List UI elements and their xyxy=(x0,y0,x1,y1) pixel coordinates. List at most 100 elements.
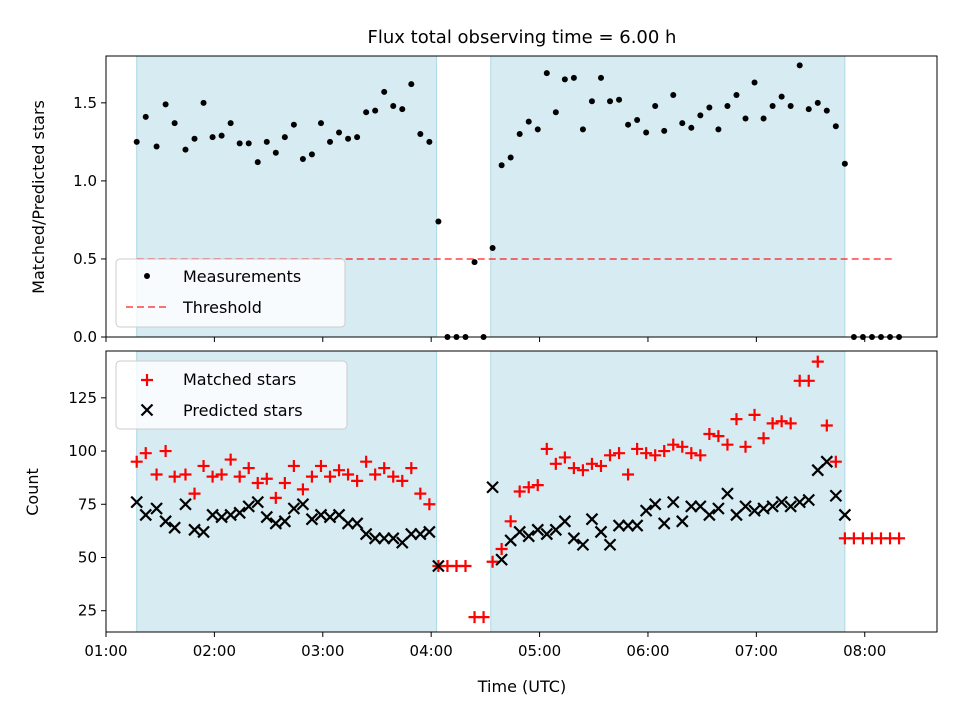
data-point xyxy=(209,134,216,141)
data-point xyxy=(631,442,644,455)
data-point xyxy=(531,479,544,492)
data-point xyxy=(495,553,508,566)
data-point xyxy=(405,462,418,475)
data-point xyxy=(324,470,337,483)
data-point xyxy=(838,508,852,522)
data-point xyxy=(150,468,163,481)
data-point xyxy=(218,132,225,139)
data-point xyxy=(543,70,550,77)
data-point xyxy=(399,106,406,113)
legend-label-measurements: Measurements xyxy=(183,267,301,286)
data-point xyxy=(639,504,653,517)
data-point xyxy=(233,470,246,483)
bottom-y-axis-label: Count xyxy=(23,468,42,516)
data-point xyxy=(621,519,635,532)
data-point xyxy=(471,259,478,266)
data-point xyxy=(757,502,770,515)
y-tick-label: 1.5 xyxy=(73,94,97,112)
data-point xyxy=(676,440,689,453)
data-point xyxy=(841,160,848,167)
data-point xyxy=(576,538,590,551)
data-point xyxy=(130,495,143,509)
data-point xyxy=(561,76,568,83)
data-point xyxy=(558,451,571,464)
data-point xyxy=(242,500,255,513)
data-point xyxy=(368,532,382,545)
data-point xyxy=(206,508,219,522)
data-point xyxy=(522,481,535,494)
data-point xyxy=(507,154,514,161)
data-point xyxy=(679,120,686,127)
data-point xyxy=(369,468,382,481)
data-point xyxy=(649,449,662,462)
legend-marker-matched xyxy=(141,374,153,386)
x-tick-label: 07:00 xyxy=(735,642,778,660)
data-point xyxy=(787,102,794,109)
data-point xyxy=(233,506,246,520)
data-point xyxy=(179,497,192,511)
data-point xyxy=(784,417,797,430)
data-point xyxy=(661,127,668,134)
data-point xyxy=(435,218,442,225)
data-point xyxy=(724,102,731,109)
data-point xyxy=(579,126,586,133)
data-point xyxy=(278,476,291,489)
data-point xyxy=(206,470,219,483)
data-point xyxy=(739,440,752,453)
y-tick-label: 75 xyxy=(78,495,97,513)
data-point xyxy=(263,138,270,145)
data-point xyxy=(648,497,662,511)
x-tick-label: 06:00 xyxy=(626,642,669,660)
shaded-interval xyxy=(490,350,846,633)
data-point xyxy=(630,519,644,532)
legend-label-threshold: Threshold xyxy=(182,298,262,317)
data-point xyxy=(652,102,659,109)
data-point xyxy=(685,447,698,460)
data-point xyxy=(342,468,355,481)
data-point xyxy=(820,419,833,432)
data-point xyxy=(236,140,243,147)
data-point xyxy=(766,500,779,513)
data-point xyxy=(802,374,815,387)
y-tick-label: 100 xyxy=(68,442,97,460)
data-point xyxy=(760,115,767,122)
data-point xyxy=(733,92,740,99)
data-point xyxy=(414,527,427,541)
data-point xyxy=(359,527,373,541)
x-tick-label: 05:00 xyxy=(518,642,561,660)
data-point xyxy=(703,428,716,441)
legend: Matched stars Predicted stars xyxy=(115,360,348,430)
data-point xyxy=(408,81,415,88)
data-point xyxy=(712,430,725,443)
data-point xyxy=(197,525,210,539)
data-point xyxy=(670,92,677,99)
data-point xyxy=(396,474,409,487)
data-point xyxy=(159,515,172,528)
data-point xyxy=(423,498,436,511)
data-point xyxy=(308,151,315,158)
data-point xyxy=(260,472,273,485)
data-point xyxy=(549,457,562,470)
data-point xyxy=(191,135,198,142)
data-point xyxy=(242,462,255,475)
data-point xyxy=(823,107,830,114)
y-tick-label: 50 xyxy=(78,548,97,566)
data-point xyxy=(820,455,834,468)
data-point xyxy=(567,532,581,545)
data-point xyxy=(159,445,172,458)
data-point xyxy=(706,104,713,111)
data-point xyxy=(432,559,445,573)
data-point xyxy=(640,447,653,460)
data-point xyxy=(585,457,598,470)
legend-marker-measurements xyxy=(144,273,150,279)
data-point xyxy=(893,532,906,545)
legend-box xyxy=(115,258,346,328)
data-point xyxy=(513,485,526,498)
legend: Measurements Threshold xyxy=(115,258,346,328)
data-point xyxy=(153,143,160,150)
data-point xyxy=(168,470,181,483)
data-point xyxy=(142,113,149,120)
chart-title: Flux total observing time = 6.00 h xyxy=(368,27,677,48)
data-point xyxy=(805,106,812,113)
data-point xyxy=(305,512,319,526)
